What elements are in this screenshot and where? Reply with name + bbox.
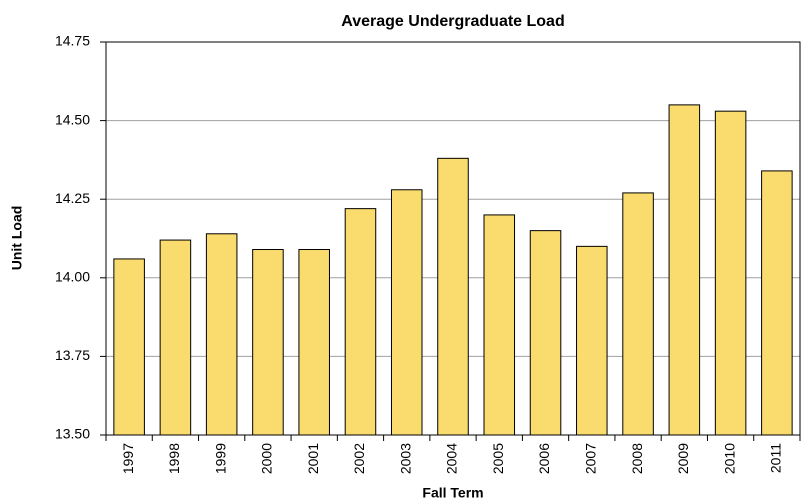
x-tick-label: 2000 — [259, 443, 275, 474]
y-tick-label: 14.00 — [55, 269, 90, 285]
bar — [344, 208, 377, 436]
bar — [576, 245, 608, 436]
x-tick-label: 1998 — [166, 443, 182, 474]
bar — [390, 189, 423, 436]
bar — [668, 104, 701, 436]
x-tick-label: 2009 — [675, 443, 691, 474]
y-tick-label: 14.50 — [55, 111, 90, 127]
bar — [529, 230, 562, 436]
plot-border — [105, 41, 801, 436]
y-tick-label: 14.25 — [55, 190, 90, 206]
x-tick-label: 2005 — [490, 443, 506, 474]
x-axis-title: Fall Term — [422, 485, 483, 501]
bar — [298, 249, 330, 436]
bar — [622, 192, 654, 436]
bar — [761, 170, 793, 436]
x-tick-label: 2002 — [351, 443, 367, 474]
x-tick-label: 2001 — [305, 443, 321, 474]
bar — [252, 249, 284, 436]
bar — [437, 157, 469, 436]
y-tick-label: 14.75 — [55, 33, 90, 49]
x-tick-label: 1999 — [212, 443, 228, 474]
bar — [714, 110, 747, 436]
y-tick-label: 13.50 — [55, 426, 90, 442]
y-tick-label: 13.75 — [55, 347, 90, 363]
x-tick-label: 2003 — [397, 443, 413, 474]
bar — [483, 214, 516, 436]
bar — [205, 233, 238, 436]
bar — [113, 258, 145, 436]
x-tick-label: 2004 — [444, 443, 460, 474]
x-tick-label: 2011 — [768, 443, 784, 473]
chart-title: Average Undergraduate Load — [341, 13, 564, 30]
x-tick-label: 2010 — [721, 443, 737, 474]
x-tick-label: 1997 — [120, 443, 136, 474]
x-tick-label: 2008 — [629, 443, 645, 474]
y-axis-title: Unit Load — [9, 206, 25, 271]
x-tick-label: 2006 — [536, 443, 552, 474]
bar — [159, 239, 192, 436]
x-tick-label: 2007 — [583, 443, 599, 474]
